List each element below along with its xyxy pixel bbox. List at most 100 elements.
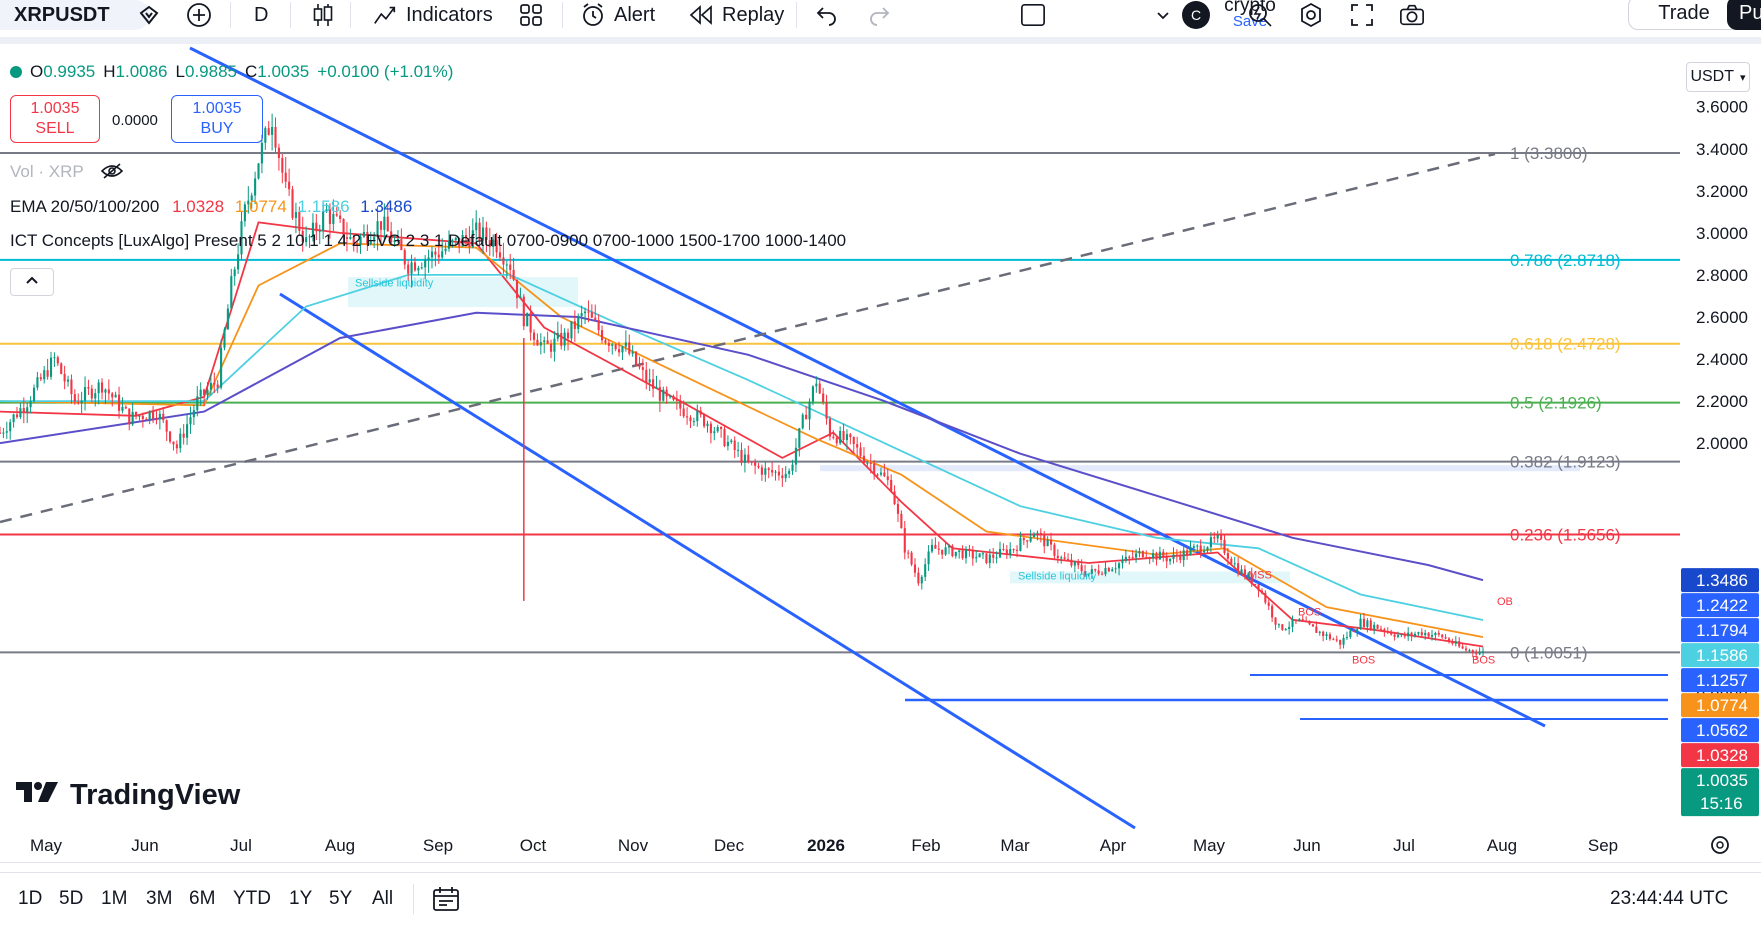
candle-body[interactable] [1352,630,1355,633]
sell-button[interactable]: 1.0035 SELL [10,95,100,143]
candle-body[interactable] [832,436,835,439]
candle-body[interactable] [1437,632,1440,635]
candle-body[interactable] [825,402,828,419]
candle-body[interactable] [539,342,542,346]
candle-body[interactable] [1237,563,1240,575]
candle-body[interactable] [1373,624,1376,630]
candle-body[interactable] [1311,624,1315,627]
channel-upper-line[interactable] [189,46,1546,728]
templates-button[interactable] [518,0,544,30]
candle-body[interactable] [573,321,576,329]
candle-body[interactable] [1056,555,1059,558]
candle-body[interactable] [495,239,498,253]
candle-body[interactable] [114,394,117,398]
candle-body[interactable] [209,382,212,390]
candle-body[interactable] [583,311,587,314]
candle-body[interactable] [672,396,675,400]
candle-body[interactable] [811,386,814,402]
candle-body[interactable] [80,400,83,404]
alert-button[interactable]: Alert [580,0,655,30]
candle-body[interactable] [1339,639,1342,645]
candle-body[interactable] [342,218,345,238]
candle-body[interactable] [1077,561,1080,566]
candle-body[interactable] [1169,558,1172,562]
candle-body[interactable] [349,236,352,239]
publish-button[interactable]: Pu [1727,0,1761,30]
candle-body[interactable] [46,370,49,377]
candle-body[interactable] [682,408,685,417]
candle-body[interactable] [760,467,763,475]
candle-body[interactable] [1407,632,1410,637]
candle-body[interactable] [1417,632,1420,634]
candle-body[interactable] [764,468,767,475]
candle-body[interactable] [1240,569,1243,575]
candle-body[interactable] [522,296,525,327]
snapshot-button[interactable] [1399,0,1425,30]
candle-body[interactable] [696,410,699,422]
candle-body[interactable] [1301,619,1304,622]
candle-body[interactable] [505,264,508,266]
candle-body[interactable] [679,400,682,409]
candle-body[interactable] [284,172,287,182]
range-1d-button[interactable]: 1D [18,888,43,909]
candle-body[interactable] [175,444,178,449]
layout-menu-button[interactable] [1150,0,1176,30]
candle-body[interactable] [781,475,784,479]
price-tag[interactable] [1681,693,1759,718]
candle-body[interactable] [87,387,90,389]
price-chart[interactable]: 1 (3.3800) 0.786 (2.8718) 0.618 (2.4728) 0.… [0,44,1761,862]
candle-body[interactable] [145,418,148,420]
candle-body[interactable] [117,394,121,411]
candle-body[interactable] [937,548,940,550]
candle-body[interactable] [842,431,845,441]
candle-body[interactable] [169,431,172,442]
candle-body[interactable] [662,389,665,401]
candle-body[interactable] [805,414,808,420]
candle-body[interactable] [958,550,961,552]
candle-body[interactable] [288,181,291,190]
candle-body[interactable] [424,259,427,268]
candle-body[interactable] [835,438,838,444]
candle-body[interactable] [1080,565,1083,572]
ema50-line[interactable] [0,242,1484,638]
candle-body[interactable] [839,431,842,444]
candle-body[interactable] [458,237,461,247]
candle-body[interactable] [240,221,243,255]
candle-body[interactable] [223,329,226,348]
candle-body[interactable] [791,464,794,471]
candle-body[interactable] [383,216,386,230]
candle-body[interactable] [730,440,733,442]
candle-body[interactable] [1430,635,1434,637]
candle-body[interactable] [566,332,570,339]
candle-body[interactable] [706,423,709,427]
candle-body[interactable] [1369,620,1372,630]
candle-body[interactable] [1073,561,1076,566]
symbol-search-button[interactable]: XRPUSDT [0,0,150,30]
candle-body[interactable] [1342,637,1345,645]
candle-body[interactable] [1315,626,1318,633]
candle-body[interactable] [1233,563,1236,565]
candle-body[interactable] [152,411,155,419]
candle-body[interactable] [254,178,257,196]
candle-body[interactable] [975,557,978,559]
candle-body[interactable] [1468,650,1471,652]
buy-button[interactable]: 1.0035 BUY [171,95,263,143]
candle-body[interactable] [100,382,104,393]
candle-body[interactable] [447,240,451,249]
candle-body[interactable] [597,319,600,331]
candle-body[interactable] [1383,629,1386,632]
candle-body[interactable] [1434,632,1437,636]
candle-body[interactable] [141,415,144,419]
candle-body[interactable] [121,406,124,411]
candle-body[interactable] [390,231,393,243]
candle-body[interactable] [893,491,896,505]
candle-body[interactable] [1403,634,1406,637]
candle-body[interactable] [1332,639,1335,641]
candle-body[interactable] [97,382,100,394]
candle-body[interactable] [488,240,491,248]
candle-body[interactable] [1386,631,1389,633]
candle-body[interactable] [19,408,22,418]
settings-button[interactable] [1298,0,1324,30]
candle-body[interactable] [1325,634,1328,636]
candle-body[interactable] [182,433,185,438]
